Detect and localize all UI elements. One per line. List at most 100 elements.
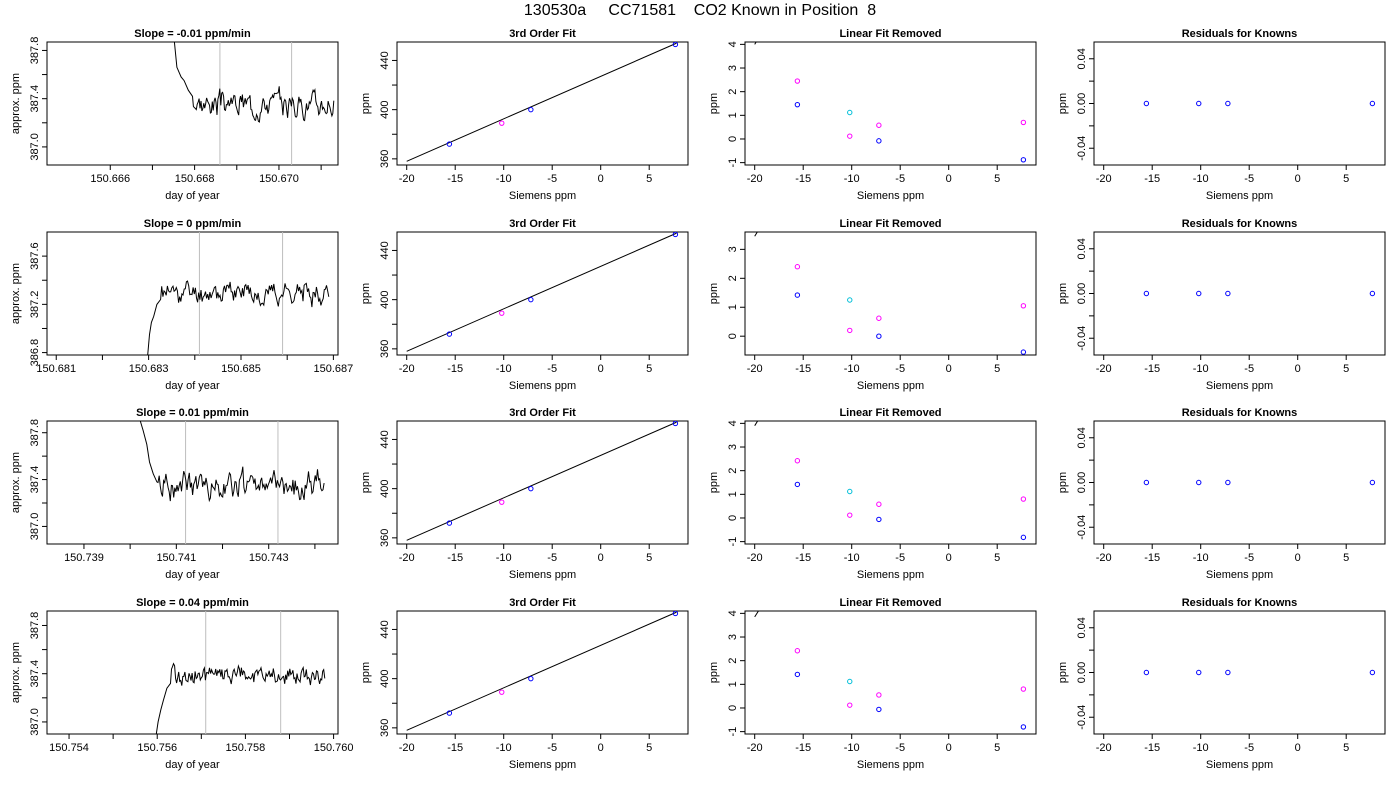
plot-frame	[46, 420, 339, 545]
plot-area	[155, 611, 326, 734]
y-tick-label: 0.00	[1076, 662, 1088, 683]
x-tick-label: 5	[646, 363, 652, 375]
x-tick-label: -20	[1096, 363, 1112, 375]
y-tick-label: 400	[379, 290, 391, 308]
chart-title: Slope = -0.01 ppm/min	[134, 28, 251, 40]
data-point	[847, 297, 853, 303]
data-point	[847, 678, 853, 685]
data-point	[528, 296, 534, 303]
y-tick-label: 387.4	[29, 466, 41, 494]
data-point	[1225, 669, 1231, 676]
chart-panel: 3rd Order Fit -20 -15 -10 -5 0 5 360 400 440 Sieme…	[360, 407, 689, 581]
data-point	[847, 133, 853, 139]
data-point	[1020, 349, 1027, 355]
data-point	[1225, 100, 1231, 107]
y-axis-label: ppm	[360, 662, 372, 683]
data-point	[1020, 724, 1027, 730]
data-point	[446, 331, 453, 337]
x-axis-label: day of year	[165, 759, 220, 771]
plot-frame	[396, 41, 689, 166]
y-tick-label: 386.8	[29, 339, 41, 367]
x-tick-label: 150.741	[156, 552, 196, 564]
x-tick-label: 0	[598, 173, 604, 185]
y-tick-label: 4	[727, 420, 739, 426]
chart-panel: 3rd Order Fit -20 -15 -10 -5 0 5 360 400 440 Sieme…	[360, 28, 689, 202]
x-tick-label: -20	[1096, 173, 1112, 185]
chart-title: Linear Fit Removed	[839, 28, 941, 40]
y-tick-label: 400	[379, 100, 391, 118]
data-point	[1369, 669, 1376, 676]
fit-line	[406, 611, 677, 731]
plot-area	[754, 232, 1027, 355]
data-point	[1143, 290, 1150, 297]
chart-panel: Slope = 0.04 ppm/min 150.754 150.756 150.75…	[10, 597, 353, 771]
x-tick-label: -15	[795, 173, 811, 185]
y-tick-label: 387.8	[29, 37, 41, 65]
chart-panel: 3rd Order Fit -20 -15 -10 -5 0 5 360 400 440 Sieme…	[360, 597, 689, 771]
x-tick-label: 150.683	[129, 363, 169, 375]
y-tick-label: 400	[379, 669, 391, 687]
x-tick-label: 5	[994, 363, 1000, 375]
data-point	[876, 516, 882, 523]
plot-area	[147, 232, 330, 355]
data-point	[794, 101, 801, 108]
data-point	[499, 689, 505, 695]
chart-title: 3rd Order Fit	[509, 407, 576, 419]
y-tick-label: -1	[727, 727, 739, 737]
y-axis-label: ppm	[708, 283, 720, 304]
x-tick-label: -10	[844, 173, 860, 185]
x-axis-label: Siemens ppm	[509, 569, 576, 581]
plot-area	[139, 421, 325, 544]
plot-frame	[744, 610, 1037, 735]
data-point	[1020, 534, 1027, 541]
fit-line	[406, 421, 677, 541]
y-axis-label: ppm	[1057, 283, 1069, 304]
y-tick-label: 3	[727, 444, 739, 450]
x-axis-label: Siemens ppm	[857, 380, 924, 392]
data-point	[446, 710, 453, 716]
data-point	[876, 315, 882, 321]
data-point	[1225, 479, 1231, 486]
data-point	[794, 671, 801, 678]
data-point	[876, 501, 882, 507]
data-point	[794, 264, 801, 270]
x-tick-label: 0	[598, 552, 604, 564]
y-tick-label: 387.0	[29, 133, 41, 161]
x-axis-label: Siemens ppm	[509, 380, 576, 392]
data-point	[528, 485, 534, 492]
data-point	[794, 78, 801, 84]
chart-title: 3rd Order Fit	[509, 597, 576, 609]
plot-area	[1143, 290, 1376, 297]
data-point	[876, 692, 882, 698]
plot-area	[754, 421, 1027, 541]
data-point	[1369, 479, 1376, 486]
x-tick-label: -5	[547, 173, 557, 185]
x-tick-label: -20	[399, 173, 415, 185]
plot-area	[1143, 669, 1376, 676]
y-tick-label: 0.00	[1076, 283, 1088, 304]
y-tick-label: 0	[727, 515, 739, 521]
y-tick-label: 4	[727, 41, 739, 47]
y-axis-label: ppm	[1057, 472, 1069, 493]
chart-title: 3rd Order Fit	[509, 28, 576, 40]
plot-area	[1143, 100, 1376, 107]
y-tick-label: 0.04	[1076, 48, 1088, 69]
x-tick-label: 0	[946, 173, 952, 185]
plot-frame	[1093, 231, 1386, 356]
data-point	[847, 488, 853, 495]
y-tick-label: 0.04	[1076, 427, 1088, 448]
plot-area	[173, 42, 335, 165]
x-tick-label: -10	[844, 552, 860, 564]
data-point	[1225, 290, 1231, 297]
y-tick-label: 1	[727, 304, 739, 310]
x-tick-label: -5	[895, 552, 905, 564]
x-tick-label: 0	[598, 742, 604, 754]
data-point	[847, 512, 853, 518]
x-tick-label: 0	[946, 552, 952, 564]
x-tick-label: -5	[1244, 363, 1254, 375]
chart-panel: Residuals for Knowns -20 -15 -10 -5 0 5 -0.04 0.…	[1057, 28, 1386, 202]
y-tick-label: 387.6	[29, 242, 41, 270]
y-tick-label: 0.00	[1076, 93, 1088, 114]
y-axis-label: approx. ppm	[10, 642, 22, 703]
data-point	[847, 109, 853, 116]
